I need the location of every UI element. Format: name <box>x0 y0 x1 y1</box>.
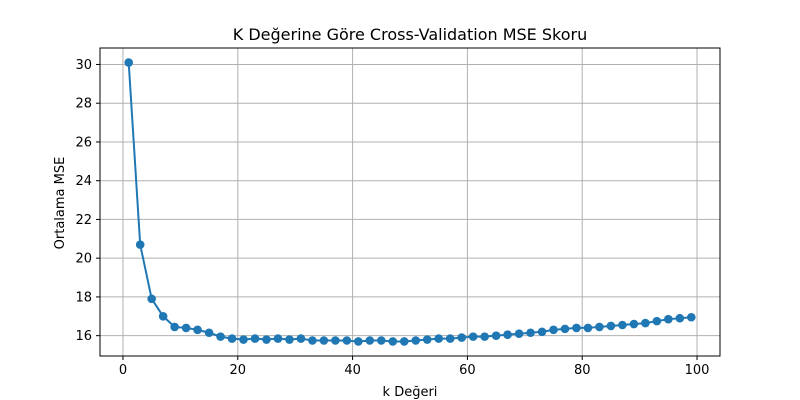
data-point <box>641 318 650 328</box>
data-point <box>549 325 558 335</box>
data-point <box>285 335 294 344</box>
data-point <box>377 336 386 345</box>
data-point <box>308 336 317 345</box>
data-point <box>181 323 191 333</box>
data-point <box>480 332 489 341</box>
data-point <box>445 334 455 343</box>
x-tick-label: 20 <box>230 363 247 378</box>
x-tick-label: 80 <box>574 363 591 378</box>
data-point <box>491 331 501 340</box>
data-point <box>273 334 283 343</box>
data-point <box>526 328 535 338</box>
data-point <box>595 322 604 332</box>
data-point <box>239 335 248 344</box>
data-point <box>572 323 581 333</box>
grid-lines <box>100 48 720 356</box>
x-axis-label: k Değeri <box>383 385 438 400</box>
data-point <box>319 336 329 345</box>
data-point <box>354 337 363 346</box>
y-tick-label: 22 <box>75 213 92 228</box>
data-point <box>147 294 156 304</box>
data-point <box>468 332 478 341</box>
data-point <box>514 329 524 339</box>
data-point <box>583 323 593 333</box>
data-point <box>250 334 260 343</box>
data-point <box>652 316 662 326</box>
chart-title: K Değerine Göre Cross-Validation MSE Sko… <box>233 25 587 44</box>
data-point <box>422 335 432 344</box>
x-tick-label: 0 <box>119 363 127 378</box>
y-tick-label: 28 <box>75 97 92 112</box>
plot-frame <box>99 47 721 357</box>
x-tick-label: 60 <box>459 363 476 378</box>
data-point <box>388 337 398 346</box>
data-point <box>687 312 696 322</box>
data-point <box>193 325 202 335</box>
data-point <box>365 336 375 345</box>
data-point <box>664 314 673 324</box>
data-point <box>135 240 145 249</box>
y-tick-label: 24 <box>75 174 92 189</box>
data-point <box>216 332 225 341</box>
data-point <box>618 320 627 330</box>
data-point <box>262 335 271 344</box>
data-point <box>227 334 237 343</box>
y-tick-label: 26 <box>75 135 92 150</box>
data-point <box>331 336 340 345</box>
y-tick-label: 30 <box>75 58 92 73</box>
series-layer <box>124 58 696 346</box>
data-point <box>342 336 352 345</box>
data-point <box>606 321 616 331</box>
data-point <box>434 334 444 343</box>
data-point <box>457 333 466 342</box>
x-tick-label: 100 <box>685 363 710 378</box>
data-point <box>537 327 547 337</box>
x-tick-label: 40 <box>344 363 361 378</box>
data-point <box>170 322 179 332</box>
data-point <box>399 337 409 346</box>
data-point <box>675 313 685 323</box>
y-axis-label: Ortalama MSE <box>53 157 68 250</box>
data-point <box>296 334 306 343</box>
data-point <box>560 324 570 334</box>
data-point <box>629 319 639 329</box>
y-tick-label: 18 <box>75 290 92 305</box>
y-tick-label: 20 <box>75 252 92 267</box>
data-point <box>204 328 214 338</box>
data-point <box>503 330 512 339</box>
data-point <box>158 311 168 321</box>
data-point <box>411 336 421 345</box>
y-tick-label: 16 <box>75 329 92 344</box>
axis-ticks: 0 20 40 60 80 100 16 18 20 22 24 26 28 30 <box>75 58 709 378</box>
data-point <box>124 58 133 67</box>
